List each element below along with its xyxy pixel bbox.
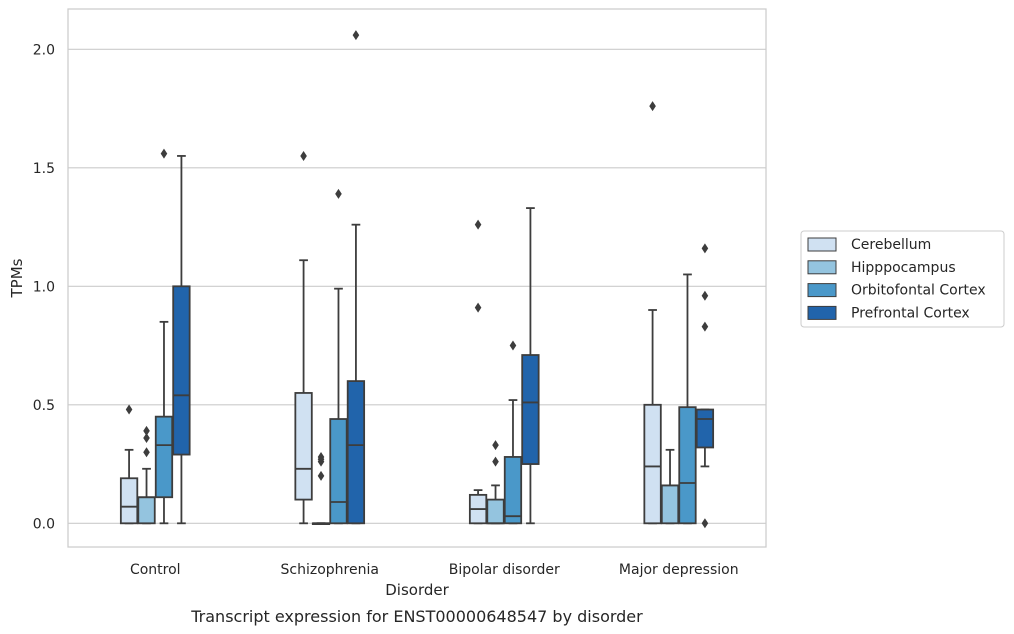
y-tick-label: 0.0	[33, 516, 55, 532]
box-rect	[172, 285, 191, 456]
outlier-point	[701, 321, 709, 332]
y-tick-label: 1.5	[33, 161, 55, 177]
box-1-3	[346, 30, 366, 525]
outlier-point	[701, 243, 709, 254]
outlier-point	[160, 148, 168, 159]
box-rect	[346, 380, 366, 525]
y-tick-label: 1.0	[33, 279, 55, 295]
box-rect	[521, 354, 540, 465]
outlier-point	[492, 456, 499, 467]
x-tick-label: Schizophrenia	[281, 562, 379, 578]
outlier-point	[317, 451, 325, 462]
legend-swatch	[807, 260, 837, 275]
x-tick-label: Bipolar disorder	[449, 562, 560, 578]
x-tick-labels: Control Schizophrenia Bipolar disorder Majo…	[130, 562, 739, 578]
chart-caption: Transcript expression for ENST0000064854…	[190, 607, 643, 626]
box-2-1	[486, 440, 505, 525]
box-3-1	[660, 448, 680, 525]
outlier-point	[125, 404, 133, 415]
box-3-2	[678, 273, 697, 525]
box-2-0	[468, 219, 488, 525]
box-rect	[678, 406, 697, 525]
legend-label: Orbitofontal Cortex	[851, 283, 986, 299]
box-rect	[695, 408, 715, 449]
legend-label: Prefrontal Cortex	[851, 305, 970, 321]
box-groups	[119, 30, 715, 529]
x-tick-label: Major depression	[619, 562, 739, 578]
x-tick-label: Control	[130, 562, 181, 578]
legend: Cerebellum Hipppocampus Orbitofontal Corte…	[800, 230, 1005, 328]
outlier-point	[701, 518, 709, 529]
legend-label: Cerebellum	[851, 237, 931, 253]
outlier-point	[649, 101, 656, 112]
x-axis-title: Disorder	[385, 581, 449, 599]
box-rect	[154, 415, 174, 499]
outlier-point	[701, 290, 709, 301]
box-2-2	[503, 340, 523, 525]
legend-swatch	[807, 237, 837, 252]
box-rect	[119, 477, 139, 525]
legend-swatch	[807, 305, 837, 320]
box-rect	[137, 496, 156, 525]
box-rect	[503, 456, 523, 525]
outlier-point	[143, 432, 150, 443]
y-tick-label: 2.0	[33, 42, 55, 58]
y-tick-labels: 0.0 0.5 1.0 1.5 2.0	[33, 42, 55, 532]
box-3-3	[695, 243, 715, 529]
y-tick-label: 0.5	[33, 398, 55, 414]
legend-label: Hipppocampus	[851, 260, 956, 276]
outlier-point	[474, 302, 482, 313]
box-1-2	[329, 188, 348, 525]
box-rect	[660, 484, 680, 525]
box-3-0	[643, 101, 662, 525]
outlier-point	[492, 440, 499, 451]
box-rect	[329, 418, 348, 525]
box-2-3	[521, 207, 540, 525]
outlier-point	[143, 425, 150, 436]
outlier-point	[474, 219, 482, 230]
plot-frame	[67, 8, 767, 548]
y-axis-title: TPMs	[8, 258, 26, 298]
outlier-point	[335, 188, 342, 199]
box-1-1	[311, 451, 331, 525]
outlier-point	[317, 470, 325, 481]
box-0-0	[119, 404, 139, 525]
box-rect	[643, 403, 662, 525]
outlier-point	[300, 150, 307, 161]
outlier-point	[143, 447, 150, 458]
box-rect	[294, 392, 313, 501]
outlier-point	[509, 340, 517, 351]
box-0-2	[154, 148, 174, 525]
box-rect	[486, 498, 505, 525]
legend-frame	[800, 230, 1005, 328]
box-0-1	[137, 425, 156, 525]
legend-swatch	[807, 283, 837, 298]
box-0-3	[172, 155, 191, 525]
box-1-0	[294, 150, 313, 525]
outlier-point	[352, 30, 360, 41]
